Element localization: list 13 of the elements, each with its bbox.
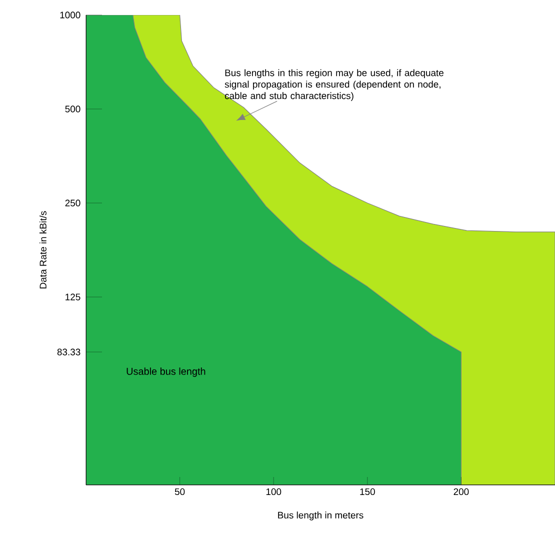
y-tick-label: 125 (66, 294, 80, 300)
x-tick-label: 50 (174, 488, 185, 496)
annotation: Usable bus length (126, 368, 206, 377)
y-tick-label: 500 (65, 106, 80, 112)
y-axis-title: Data Rate in kBit/s (40, 211, 46, 288)
x-tick-label: 100 (266, 488, 282, 496)
y-tick-label: 1000 (60, 12, 80, 18)
annotation: Bus lengths in this region may be used, if adequate signal propagation is ensured (dependent on node, cable and stub characteristics) (224, 69, 444, 101)
y-tick-label: 250 (65, 200, 80, 206)
x-tick-label: 150 (360, 488, 375, 496)
y-tick-label: 83.33 (57, 348, 80, 356)
x-axis-title: Bus length in meters (278, 512, 364, 520)
x-tick-label: 200 (454, 488, 469, 496)
